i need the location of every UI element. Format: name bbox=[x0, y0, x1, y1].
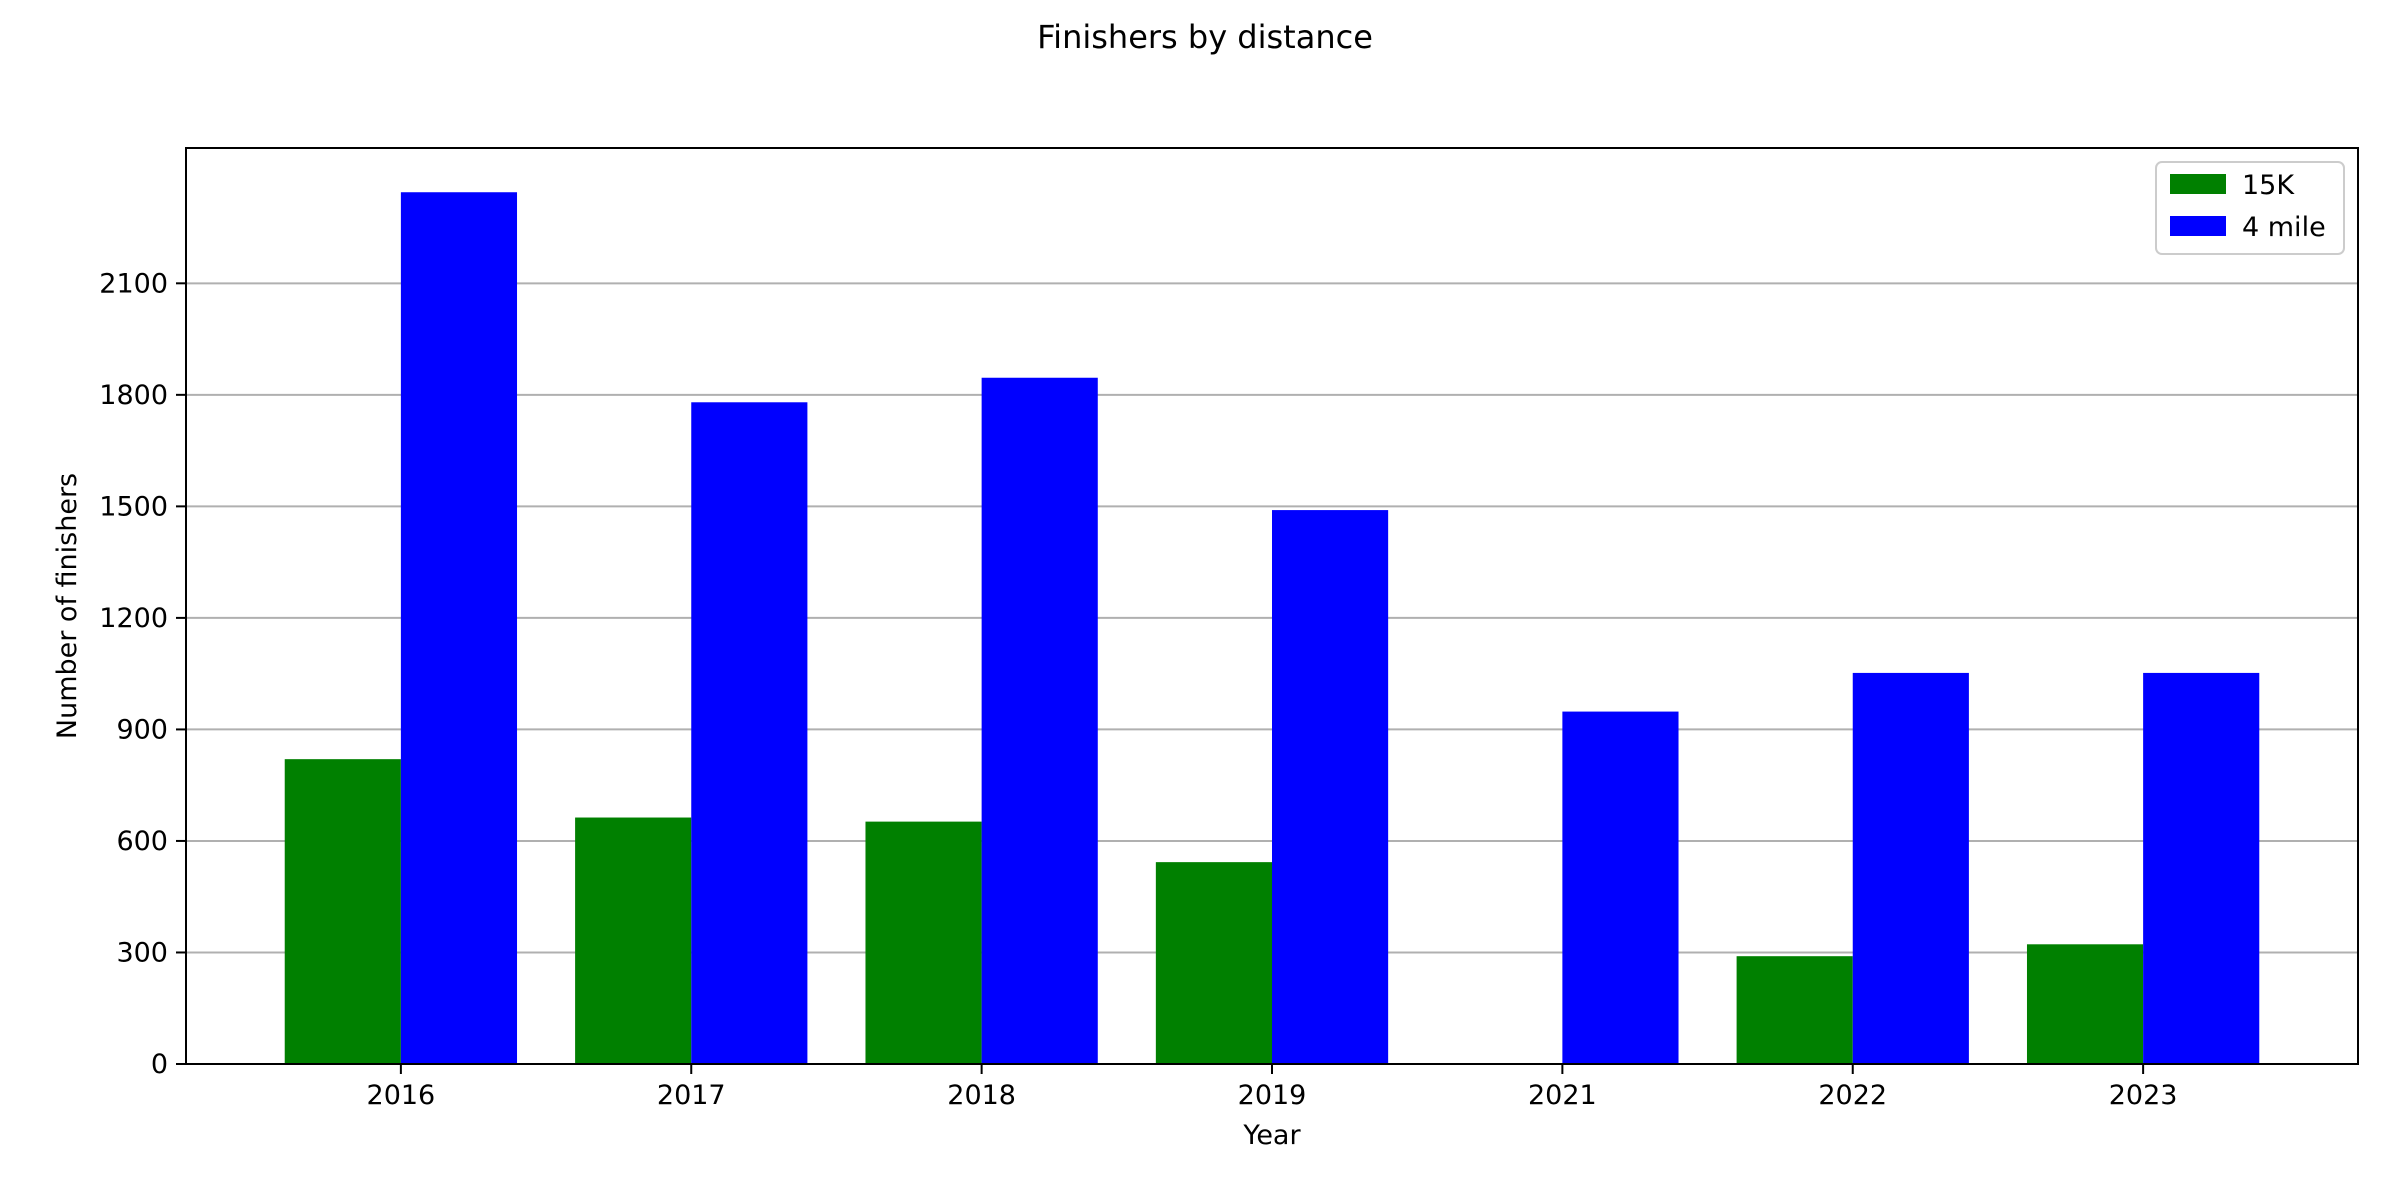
y-tick-label: 1800 bbox=[99, 380, 168, 411]
bar-15k-2022 bbox=[1736, 956, 1853, 1064]
x-tick-label: 2016 bbox=[367, 1080, 436, 1111]
bar-15k-2019 bbox=[1155, 862, 1272, 1064]
bar-4-mile-2023 bbox=[2143, 672, 2260, 1064]
legend-swatch-15k bbox=[2170, 174, 2226, 194]
y-tick-label: 600 bbox=[116, 826, 168, 857]
y-tick-label: 1200 bbox=[99, 603, 168, 634]
legend: 15K 4 mile bbox=[2155, 161, 2345, 255]
legend-items: 15K 4 mile bbox=[2170, 170, 2326, 243]
x-axis-ticks: 2016 2017 2018 2019 2021 2022 2023 bbox=[367, 1064, 2178, 1111]
y-tick-label: 300 bbox=[116, 937, 168, 968]
x-tick-label: 2019 bbox=[1238, 1080, 1307, 1111]
x-tick-label: 2023 bbox=[2109, 1080, 2178, 1111]
legend-label-4-mile: 4 mile bbox=[2242, 212, 2326, 243]
chart-title: Finishers by distance bbox=[1037, 18, 1373, 56]
bar-15k-2016 bbox=[284, 759, 401, 1064]
y-tick-label: 1500 bbox=[99, 491, 168, 522]
x-tick-label: 2018 bbox=[947, 1080, 1016, 1111]
legend-swatch-4-mile bbox=[2170, 216, 2226, 236]
y-tick-label: 0 bbox=[151, 1049, 168, 1080]
bar-4-mile-2021 bbox=[1562, 711, 1679, 1064]
bar-4-mile-2016 bbox=[400, 192, 518, 1064]
y-axis-ticks: 0 300 600 900 1200 1500 1800 2100 bbox=[99, 268, 186, 1080]
x-axis-label: Year bbox=[1242, 1120, 1301, 1151]
bar-4-mile-2017 bbox=[691, 402, 808, 1064]
bar-4-mile-2022 bbox=[1852, 672, 1969, 1064]
y-tick-label: 900 bbox=[116, 714, 168, 745]
bar-4-mile-2019 bbox=[1272, 510, 1389, 1065]
bar-4-mile-2018 bbox=[981, 377, 1098, 1064]
bars bbox=[284, 192, 2260, 1065]
x-tick-label: 2017 bbox=[657, 1080, 726, 1111]
x-tick-label: 2021 bbox=[1528, 1080, 1597, 1111]
bar-15k-2017 bbox=[575, 817, 692, 1064]
bar-15k-2018 bbox=[865, 821, 982, 1064]
x-tick-label: 2022 bbox=[1818, 1080, 1887, 1111]
y-tick-label: 2100 bbox=[99, 268, 168, 299]
legend-label-15k: 15K bbox=[2242, 170, 2295, 201]
bar-15k-2023 bbox=[2026, 944, 2144, 1064]
y-axis-label: Number of finishers bbox=[52, 473, 83, 739]
